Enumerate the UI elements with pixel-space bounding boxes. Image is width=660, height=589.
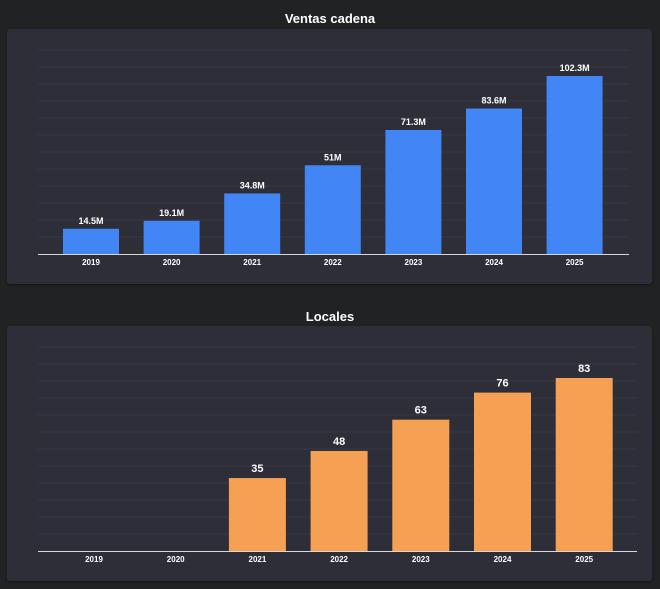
chart-title-ventas: Ventas cadena bbox=[284, 11, 376, 26]
x-tick-label-2024: 2024 bbox=[485, 258, 503, 267]
x-tick-label-2021: 2021 bbox=[243, 258, 261, 267]
data-label-2024: 83.6M bbox=[481, 96, 506, 106]
bar-2023 bbox=[392, 419, 450, 551]
data-label-2019: 14.5M bbox=[78, 216, 103, 226]
data-label-2021: 35 bbox=[251, 463, 263, 475]
bar-2025 bbox=[555, 378, 613, 551]
x-tick-label-2019: 2019 bbox=[82, 258, 100, 267]
x-tick-label-2019: 2019 bbox=[85, 555, 103, 564]
bar-2024 bbox=[474, 392, 531, 551]
x-tick-label-2020: 2020 bbox=[163, 258, 181, 267]
bar-2022 bbox=[304, 165, 361, 254]
data-label-2022: 48 bbox=[333, 436, 345, 448]
data-label-2025: 83 bbox=[578, 363, 590, 375]
data-label-2023: 63 bbox=[415, 405, 427, 417]
x-tick-label-2023: 2023 bbox=[412, 555, 430, 564]
data-label-2020: 19.1M bbox=[159, 208, 184, 218]
bar-2024 bbox=[466, 108, 522, 255]
ventas-bar-chart: 14.5M 2019 19.1M 2020 34.8M 2021 51M 2022 71.3M 2… bbox=[38, 49, 629, 267]
data-label-2021: 34.8M bbox=[240, 180, 265, 190]
bar-2021 bbox=[228, 478, 286, 551]
bar-2022 bbox=[310, 450, 368, 551]
chart-panel-ventas: 14.5M 2019 19.1M 2020 34.8M 2021 51M 2022 71.3M 2… bbox=[7, 29, 652, 284]
locales-bar-chart: 2019 2020 35 2021 48 2022 63 2023 76 2024 83 2025 bbox=[38, 346, 637, 564]
x-tick-label-2020: 2020 bbox=[167, 555, 185, 564]
x-tick-label-2025: 2025 bbox=[566, 258, 584, 267]
x-tick-label-2023: 2023 bbox=[405, 258, 423, 267]
x-tick-label-2024: 2024 bbox=[494, 555, 512, 564]
bar-2025 bbox=[546, 76, 603, 254]
x-tick-label-2022: 2022 bbox=[324, 258, 342, 267]
x-tick-label-2022: 2022 bbox=[330, 555, 348, 564]
bar-2020 bbox=[143, 220, 200, 254]
data-label-2023: 71.3M bbox=[401, 117, 426, 127]
data-label-2024: 76 bbox=[496, 378, 508, 390]
bar-2021 bbox=[224, 193, 281, 254]
x-tick-label-2025: 2025 bbox=[575, 555, 593, 564]
data-label-2022: 51M bbox=[324, 152, 342, 162]
chart-panel-locales: 2019 2020 35 2021 48 2022 63 2023 76 2024 83 2025 bbox=[7, 326, 652, 581]
data-label-2025: 102.3M bbox=[560, 63, 590, 73]
bar-2023 bbox=[385, 129, 442, 254]
chart-title-locales: Locales bbox=[305, 309, 355, 324]
x-tick-label-2021: 2021 bbox=[249, 555, 267, 564]
bar-2019 bbox=[63, 228, 119, 254]
